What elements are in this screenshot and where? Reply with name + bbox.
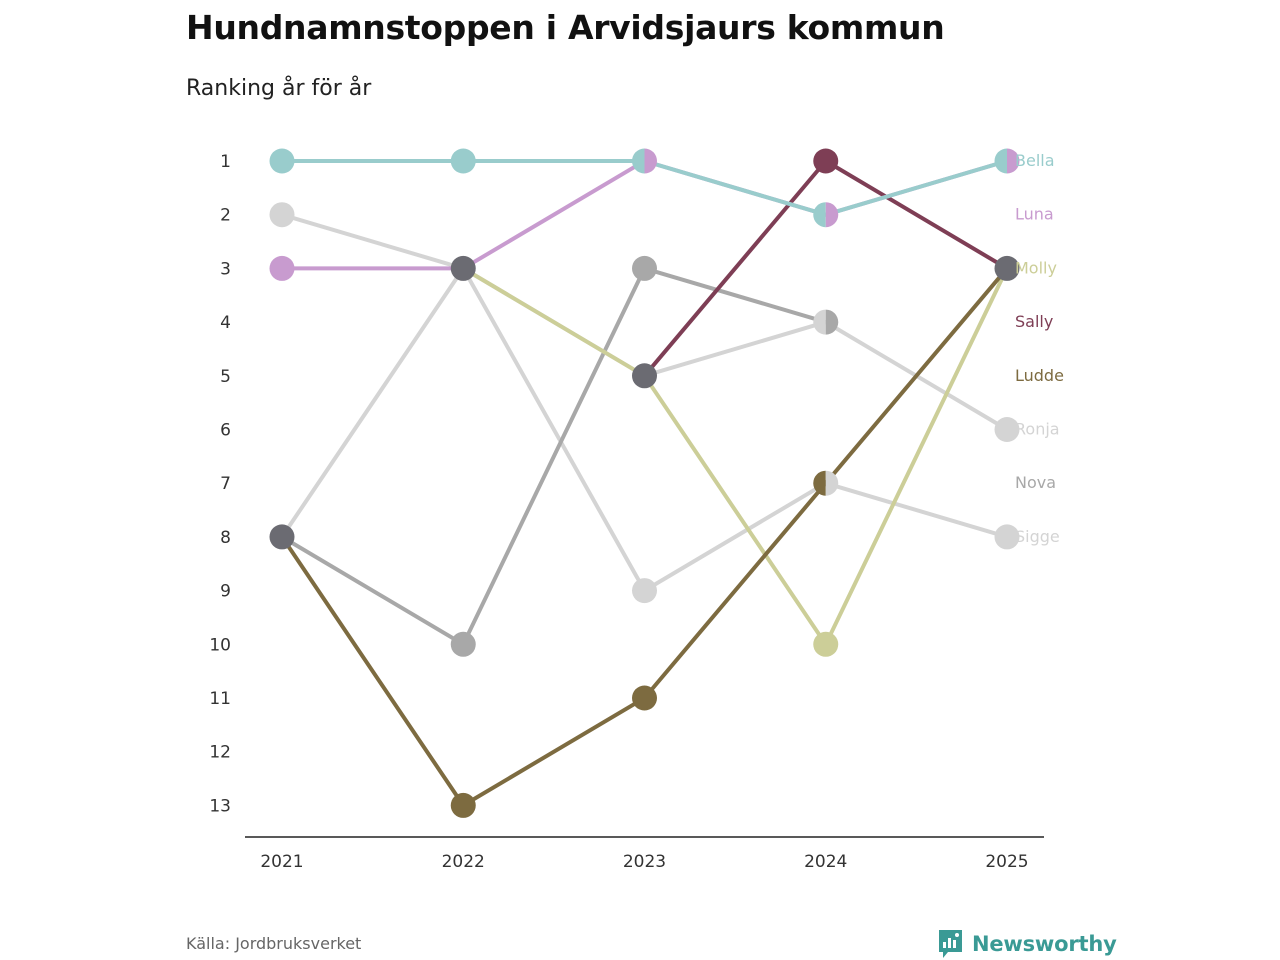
series-line-ludde (280, 266, 1009, 808)
point-ludde (813, 470, 826, 496)
point-shared (994, 255, 1020, 281)
y-tick-label: 12 (209, 743, 231, 763)
series-line-sally (642, 159, 1009, 378)
point-ronja (994, 417, 1020, 442)
y-tick-label: 1 (220, 152, 231, 172)
chart-title: Hundnamnstoppen i Arvidsjaurs kommun (186, 8, 945, 47)
series-label-sigge: Sigge (1015, 527, 1060, 546)
series-line-nova (280, 266, 828, 647)
x-tick-label: 2022 (442, 852, 485, 872)
series-label-bella: Bella (1015, 151, 1055, 170)
series-label-nova: Nova (1015, 473, 1056, 492)
y-tick-label: 7 (220, 474, 231, 494)
point-nova (450, 631, 476, 657)
point-luna (825, 202, 839, 228)
series-line-sigge (280, 266, 1009, 593)
point-luna (644, 148, 657, 174)
y-tick-label: 8 (220, 528, 231, 548)
point-ludde (450, 792, 476, 818)
x-tick-label: 2024 (804, 852, 847, 872)
point-shared (269, 524, 295, 550)
series-label-luna: Luna (1015, 205, 1054, 224)
point-sigge (632, 578, 657, 604)
brand-name: Newsworthy (972, 931, 1117, 956)
point-luna (1007, 148, 1020, 174)
series-label-sally: Sally (1015, 312, 1053, 331)
y-tick-label: 9 (220, 582, 231, 602)
point-molly (813, 631, 839, 657)
point-ronja (269, 202, 295, 228)
series-label-ronja: Ronja (1015, 420, 1060, 439)
series-line-luna (280, 159, 1009, 271)
point-ludde (632, 685, 657, 711)
point-nova (632, 255, 657, 281)
point-bella (632, 148, 645, 174)
x-tick-label: 2021 (260, 852, 303, 872)
y-tick-label: 10 (209, 635, 231, 655)
newsworthy-logo-icon (939, 930, 962, 958)
point-bella (450, 148, 476, 174)
y-tick-label: 2 (220, 206, 231, 226)
point-nova (825, 309, 839, 335)
y-tick-label: 13 (209, 796, 231, 816)
chart-subtitle: Ranking år för år (186, 76, 372, 101)
point-bella (269, 148, 295, 174)
x-tick-label: 2025 (985, 852, 1028, 872)
y-tick-label: 3 (220, 259, 231, 279)
point-bella (994, 148, 1007, 174)
y-tick-label: 4 (220, 313, 231, 333)
point-sigge (994, 524, 1020, 550)
point-bella (813, 202, 826, 228)
series-label-molly: Molly (1015, 258, 1057, 277)
y-tick-label: 11 (209, 689, 231, 709)
point-shared (450, 255, 476, 281)
brand-logo[interactable]: Newsworthy (937, 928, 1117, 959)
series-label-ludde: Ludde (1015, 366, 1064, 385)
point-sigge (825, 470, 839, 496)
y-tick-label: 6 (220, 421, 231, 441)
source-note: Källa: Jordbruksverket (186, 934, 362, 953)
series-line-molly (461, 266, 1009, 647)
point-sally (813, 148, 839, 174)
x-tick-label: 2023 (623, 852, 666, 872)
point-ronja (813, 309, 826, 335)
y-tick-label: 5 (220, 367, 231, 387)
point-luna (269, 255, 295, 281)
point-shared (632, 363, 657, 389)
